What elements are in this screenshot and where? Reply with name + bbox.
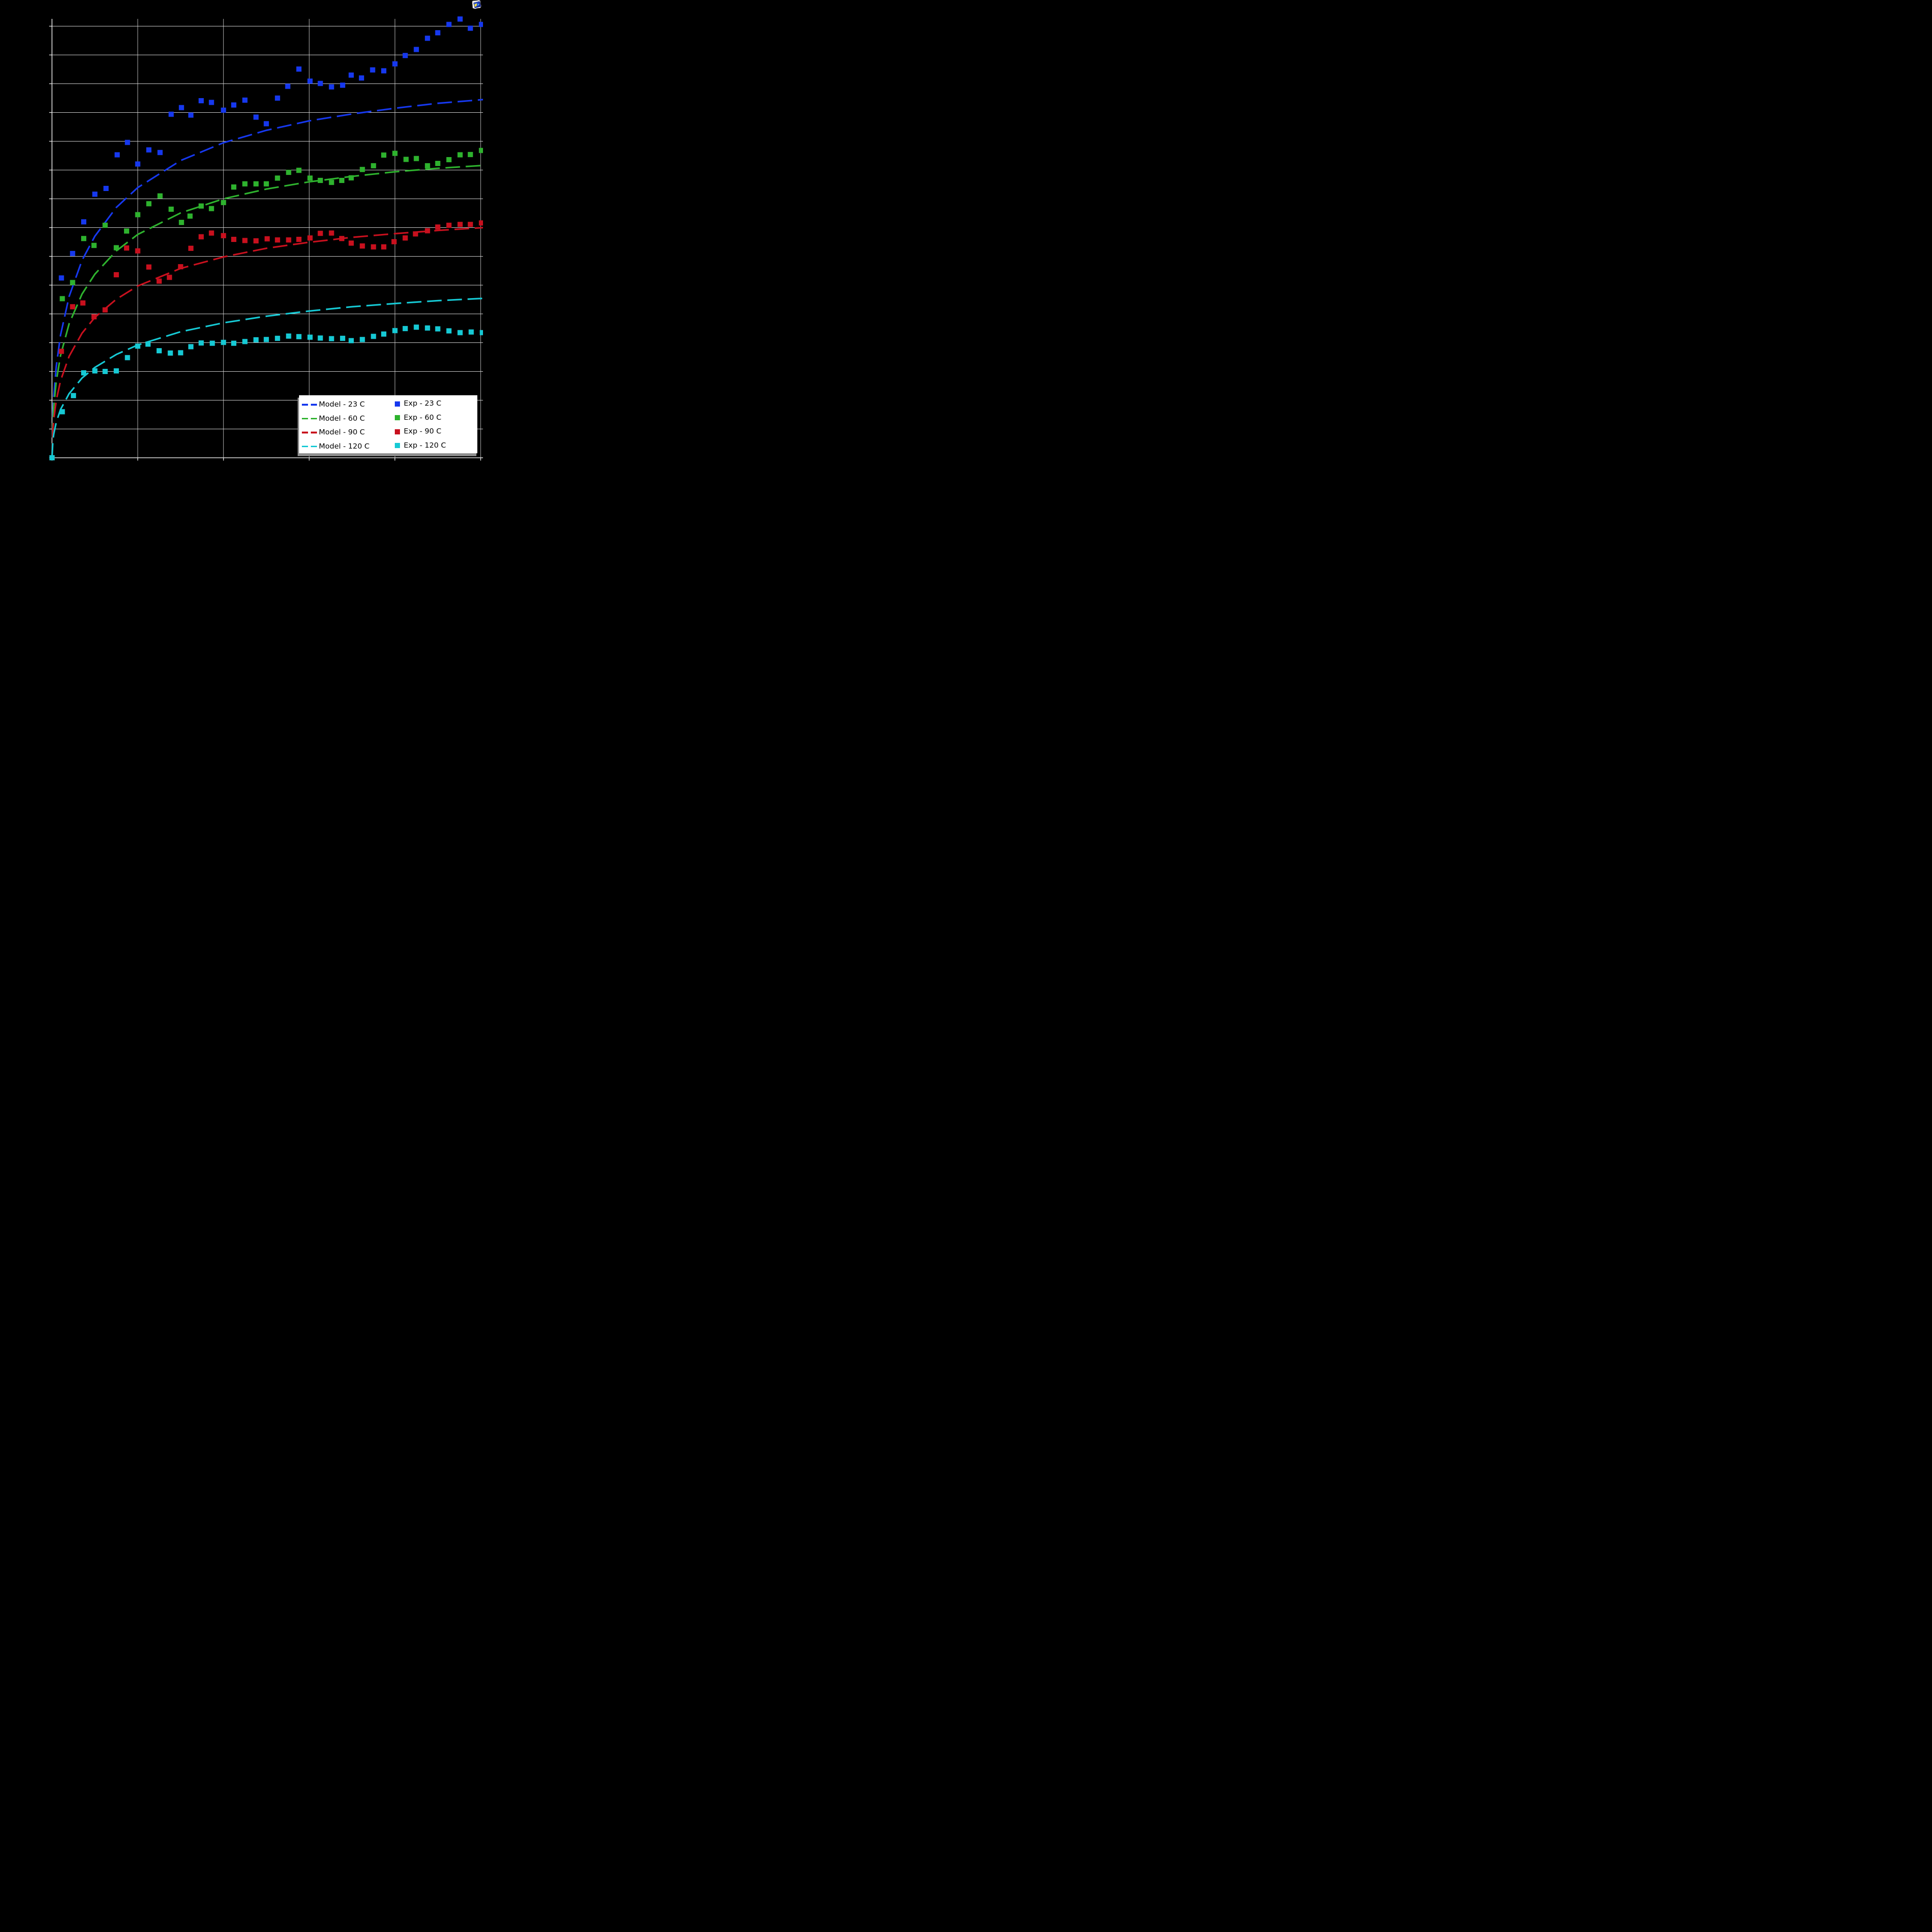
exp-points-120c: [49, 325, 483, 460]
model-curve-60c: [51, 165, 483, 458]
dashed-line-sample-cyan: [302, 445, 317, 448]
exp-points-90c: [49, 220, 483, 460]
chart-canvas: [0, 0, 483, 483]
legend-item-exp-23: Exp - 23 C: [395, 397, 441, 411]
legend-item-model-60: Model - 60 C: [302, 412, 365, 426]
legend-item-label: Exp - 120 C: [404, 441, 446, 450]
legend: Model - 23 C Model - 60 C Model - 90 C M…: [299, 395, 477, 453]
axis-ticks: [49, 25, 481, 461]
legend-item-model-90: Model - 90 C: [302, 425, 365, 440]
model-curve-23c: [51, 99, 483, 458]
square-marker-sample-red: [395, 429, 400, 434]
legend-item-label: Model - 60 C: [319, 414, 365, 423]
exp-points-60c: [49, 148, 483, 460]
exp-points-23c: [49, 16, 483, 460]
legend-item-exp-120: Exp - 120 C: [395, 439, 446, 453]
model-curve-120c: [51, 297, 483, 458]
dashed-line-sample-blue: [302, 404, 317, 406]
model-curve-90c: [51, 226, 483, 458]
legend-item-label: Exp - 23 C: [404, 399, 441, 408]
square-marker-sample-blue: [395, 401, 400, 407]
square-marker-sample-green: [395, 415, 400, 420]
legend-item-model-23: Model - 23 C: [302, 398, 365, 412]
legend-item-model-120: Model - 120 C: [302, 440, 369, 454]
legend-item-exp-60: Exp - 60 C: [395, 411, 441, 425]
dashed-line-sample-green: [302, 417, 317, 420]
legend-exp-column: Exp - 23 C Exp - 60 C Exp - 90 C Exp - 1…: [395, 395, 477, 453]
legend-item-label: Model - 120 C: [319, 441, 370, 450]
legend-model-column: Model - 23 C Model - 60 C Model - 90 C M…: [302, 395, 396, 453]
legend-item-label: Model - 90 C: [319, 428, 365, 437]
legend-item-label: Exp - 60 C: [404, 413, 441, 422]
square-marker-sample-cyan: [395, 443, 400, 448]
legend-item-label: Exp - 90 C: [404, 427, 441, 436]
legend-item-exp-90: Exp - 90 C: [395, 425, 441, 439]
axes-spines: [51, 19, 483, 458]
dashed-line-sample-red: [302, 432, 317, 433]
legend-item-label: Model - 23 C: [319, 400, 365, 409]
gridlines: [52, 19, 483, 458]
